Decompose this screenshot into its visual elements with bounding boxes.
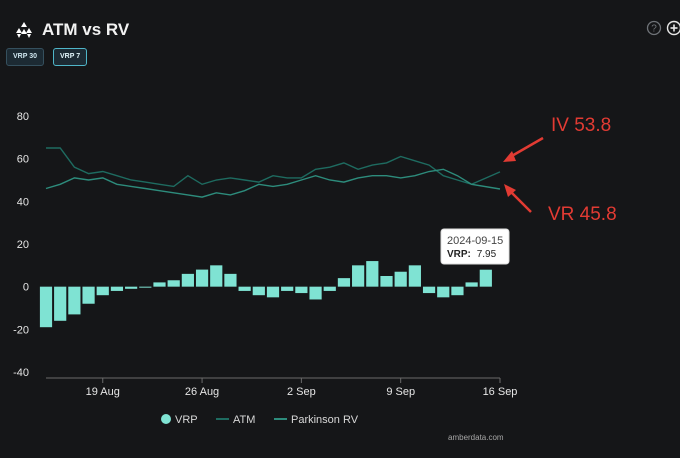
legend-item-parkinson[interactable]: Parkinson RV [274,414,359,426]
x-tick-label: 19 Aug [86,386,120,398]
vrp-bar[interactable] [96,286,109,296]
amberdata-logo-icon [16,22,32,38]
vrp-bar[interactable] [337,278,351,287]
vrp-bar[interactable] [110,286,124,291]
tooltip-box [440,228,510,265]
question-circle-icon[interactable]: ? [646,20,662,36]
vrp-bar[interactable] [139,286,152,288]
vrp-bar[interactable] [54,286,67,321]
legend-atm-label: ATM [233,414,255,426]
vrp-bar[interactable] [68,286,81,315]
vrp-toggle-group: VRP 30 VRP 7 [6,48,88,66]
legend: VRP ATM Parkinson RV [161,414,359,426]
y-tick-label: 0 [23,282,29,294]
x-tick-label: 16 Sep [483,386,518,398]
vrp-bar[interactable] [224,273,237,287]
vrp-bar[interactable] [437,286,450,298]
iv-arrow-line [509,136,544,159]
y-tick-label: -40 [13,367,29,379]
vrp-bar[interactable] [153,282,166,287]
lines-group [45,147,501,198]
vrp-bar[interactable] [465,282,478,287]
chart-title: ATM vs RV [42,20,130,39]
vrp-bar[interactable] [82,286,95,304]
legend-item-vrp[interactable]: VRP [161,414,198,426]
vrp-bar[interactable] [39,286,53,328]
y-axis: 80 60 40 20 0 -20 -40 [13,111,29,379]
x-tick-label: 2 Sep [287,386,316,398]
y-tick-label: -20 [13,324,29,336]
iv-arrow-head [503,151,516,162]
x-tick-label: 26 Aug [185,386,219,398]
iv-annotation: IV 53.8 [551,115,611,136]
plus-circle-icon[interactable] [666,20,680,36]
source-credit: amberdata.com [448,433,504,442]
corner-actions: ? [646,20,680,36]
vrp-bar[interactable] [210,265,223,287]
svg-text:VRP: 7.95: VRP: 7.95 [447,249,497,260]
vrp-bar[interactable] [309,286,322,300]
x-tick-label: 9 Sep [386,386,415,398]
y-tick-label: 20 [17,239,29,251]
vr-arrow-head [504,184,516,197]
tooltip-label: VRP: [447,249,471,260]
atm-line[interactable] [46,147,501,188]
vrp-bars [39,261,492,328]
vrp-bar[interactable] [266,286,280,298]
y-tick-label: 80 [17,111,29,123]
vrp-bar[interactable] [195,269,209,287]
chart-header: ATM vs RV [14,18,129,42]
vrp-bar[interactable] [252,286,265,296]
legend-parkinson-label: Parkinson RV [291,414,359,426]
vrp-bar[interactable] [422,286,436,294]
tooltip-value: 7.95 [477,249,497,260]
vrp-bar[interactable] [408,265,421,287]
vrp-30-button[interactable]: VRP 30 [6,48,44,66]
vrp-bar[interactable] [238,286,251,291]
vrp-bar[interactable] [125,286,138,289]
legend-vrp-marker [161,414,171,424]
x-axis: 19 Aug 26 Aug 2 Sep 9 Sep 16 Sep [46,377,518,398]
tooltip: 2024-09-15 VRP: 7.95 [440,228,510,265]
vrp-bar[interactable] [167,280,180,287]
vr-arrow-line [509,190,532,213]
vrp-bar[interactable] [451,286,464,296]
tooltip-date: 2024-09-15 [447,235,503,247]
parkinson-rv-line[interactable] [45,168,501,198]
vrp-bar[interactable] [366,261,379,287]
vrp-bar[interactable] [479,269,492,287]
y-tick-label: 60 [17,154,29,166]
vr-annotation: VR 45.8 [548,204,617,225]
vrp-7-button[interactable]: VRP 7 [53,48,88,66]
vrp-bar[interactable] [380,276,393,287]
vrp-bar[interactable] [323,286,336,291]
y-tick-label: 40 [17,196,29,208]
annotations: IV 53.8 VR 45.8 [503,115,617,225]
legend-item-atm[interactable]: ATM [216,414,255,426]
vrp-bar[interactable] [352,265,365,287]
vrp-bar[interactable] [281,286,294,291]
vrp-bar[interactable] [394,271,407,287]
vrp-bar[interactable] [295,286,308,294]
svg-text:?: ? [651,24,657,35]
vrp-bar[interactable] [181,273,194,287]
legend-vrp-label: VRP [175,414,198,426]
